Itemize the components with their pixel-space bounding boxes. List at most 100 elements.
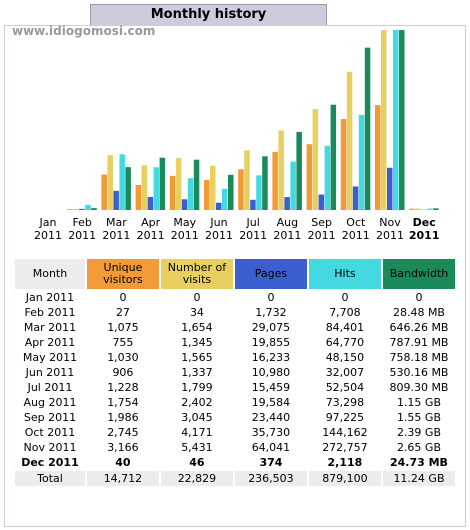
value-cell: 5,431 [181, 441, 213, 454]
bar [85, 204, 91, 210]
total-cell: 879,100 [308, 471, 381, 486]
value-cell: 0 [415, 291, 423, 304]
value-cell: 0 [119, 291, 127, 304]
bar [238, 169, 244, 210]
month-cell: Jan 2011 [25, 291, 75, 304]
bar [187, 178, 194, 210]
bar [169, 175, 176, 210]
value-cell: 809.30 MB [389, 381, 449, 394]
value-cell: 374 [259, 456, 283, 469]
bar [135, 184, 142, 210]
bar [318, 194, 325, 210]
value-cell: 758.18 MB [389, 351, 449, 364]
bar [210, 165, 216, 210]
bar [324, 145, 331, 210]
bar [73, 208, 79, 210]
bar [387, 167, 393, 210]
bar [290, 161, 296, 210]
table-row: Aug 2011 1,754 2,402 19,584 73,298 1.15 GB [15, 396, 455, 409]
bar [375, 105, 381, 210]
value-cell: 1,228 [107, 381, 139, 394]
value-cell: 16,233 [251, 351, 291, 364]
value-cell: 73,298 [325, 396, 365, 409]
bar [228, 174, 234, 210]
bar [91, 208, 97, 210]
bar [216, 202, 222, 210]
month-cell: Feb 2011 [24, 306, 76, 319]
column-header: Month [15, 259, 85, 289]
value-cell: 1,030 [107, 351, 139, 364]
bar [204, 179, 210, 210]
x-tick-label: May 2011 [170, 216, 199, 242]
value-cell: 7,708 [329, 306, 361, 319]
table-row: Dec 2011 40 46 374 2,118 24.73 MB [15, 456, 455, 469]
table-row: Feb 2011 27 34 1,732 7,708 28.48 MB [15, 306, 455, 319]
value-cell: 97,225 [325, 411, 365, 424]
bar [113, 190, 119, 210]
bar [147, 196, 154, 210]
value-cell: 4,171 [181, 426, 213, 439]
table-row: Jan 2011 0 0 0 0 0 [15, 291, 455, 304]
value-cell: 144,162 [322, 426, 368, 439]
month-cell: Dec 2011 [21, 456, 79, 469]
bar [381, 30, 387, 210]
bar [256, 175, 262, 210]
x-tick-label: Jul 2011 [239, 216, 268, 242]
value-cell: 2,118 [327, 456, 363, 469]
x-tick-label: Dec 2011 [408, 216, 440, 242]
value-cell: 1,337 [181, 366, 213, 379]
value-cell: 52,504 [325, 381, 365, 394]
month-cell: Jun 2011 [25, 366, 75, 379]
bar [306, 144, 313, 210]
bar [296, 131, 302, 210]
month-cell: Aug 2011 [23, 396, 77, 409]
month-cell: Nov 2011 [23, 441, 77, 454]
value-cell: 24.73 MB [389, 456, 448, 469]
month-cell: Sep 2011 [23, 411, 77, 424]
total-label: Total [15, 471, 85, 486]
bar [250, 199, 256, 210]
data-table: Month Unique visitors Number of visits Page… [13, 257, 457, 488]
bar [346, 71, 353, 211]
section-title: Monthly history [90, 4, 327, 25]
value-cell: 32,007 [325, 366, 365, 379]
value-cell: 34 [189, 306, 204, 319]
value-cell: 40 [115, 456, 131, 469]
bar [358, 114, 365, 210]
total-cell: 11.24 GB [382, 471, 455, 486]
table-row: Jun 2011 906 1,337 10,980 32,007 530.16 MB [15, 366, 455, 379]
value-cell: 84,401 [325, 321, 365, 334]
month-cell: May 2011 [22, 351, 78, 364]
bar [193, 159, 200, 210]
x-tick-label: Feb 2011 [68, 216, 97, 242]
bar [262, 156, 268, 210]
value-cell: 530.16 MB [389, 366, 449, 379]
value-cell: 29,075 [251, 321, 291, 334]
value-cell: 2.65 GB [396, 441, 441, 454]
value-cell: 3,166 [107, 441, 139, 454]
total-cell: 14,712 [86, 471, 159, 486]
table-row: Mar 2011 1,075 1,654 29,075 84,401 646.26 MB [15, 321, 455, 334]
month-cell: Jul 2011 [27, 381, 73, 394]
bar [141, 165, 148, 210]
value-cell: 23,440 [251, 411, 291, 424]
table-row: May 2011 1,030 1,565 16,233 48,150 758.18 MB [15, 351, 455, 364]
value-cell: 10,980 [251, 366, 291, 379]
bar [393, 30, 399, 210]
bar [278, 130, 284, 210]
table-row: Apr 2011 755 1,345 19,855 64,770 787.91 MB [15, 336, 455, 349]
x-tick-label: Nov 2011 [376, 216, 404, 242]
column-header: Bandwidth [382, 259, 455, 289]
bar [409, 208, 415, 210]
month-cell: Apr 2011 [24, 336, 76, 349]
bar [79, 208, 85, 210]
bar [330, 104, 337, 210]
x-tick-label: Oct 2011 [341, 216, 370, 242]
column-header: Unique visitors [86, 259, 159, 289]
table-row: Nov 2011 3,166 5,431 64,041 272,757 2.65 GB [15, 441, 455, 454]
value-cell: 2,402 [181, 396, 213, 409]
bar [352, 186, 359, 210]
month-cell: Mar 2011 [23, 321, 77, 334]
value-cell: 1,732 [255, 306, 287, 319]
